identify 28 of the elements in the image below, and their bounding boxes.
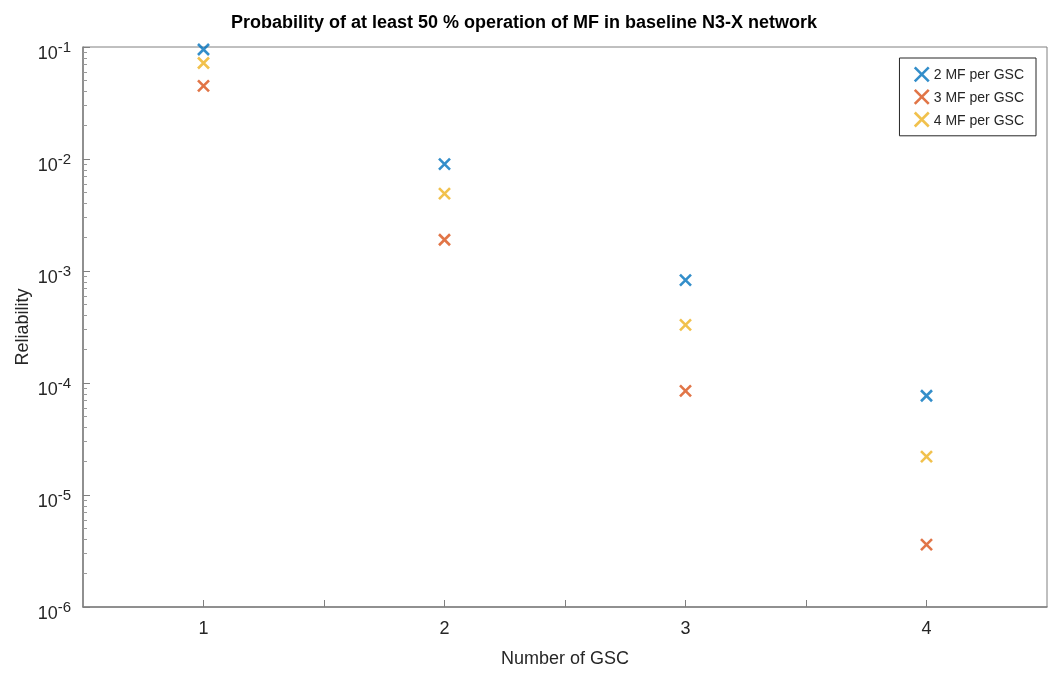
point xyxy=(678,384,693,398)
point xyxy=(437,186,452,201)
point xyxy=(437,157,452,171)
point xyxy=(919,449,934,464)
x-tick-label: 2 xyxy=(439,618,450,638)
y-tick-label: 10$^{-5}$ xyxy=(37,485,71,511)
point xyxy=(437,232,452,247)
point xyxy=(919,388,934,403)
y-axis-title: Reliability xyxy=(12,288,32,366)
y-tick-label: 10$^{-4}$ xyxy=(37,373,71,399)
x-tick-label: 3 xyxy=(680,618,691,638)
x-tick-label: 4 xyxy=(921,618,932,638)
y-tick-label: 10$^{-3}$ xyxy=(37,261,71,287)
x-axis-title: Number of GSC xyxy=(500,648,630,668)
legend-label: 2 MF per GSC xyxy=(933,66,1025,83)
y-tick-label: 10$^{-2}$ xyxy=(37,149,71,175)
point xyxy=(196,79,211,93)
y-tick-label: 10$^{-1}$ xyxy=(37,37,71,63)
point xyxy=(678,273,693,287)
legend-label: 3 MF per GSC xyxy=(933,88,1025,105)
chart-title: Probability of at least 50 % operation of MF in baseline N3-X network xyxy=(230,12,819,32)
point xyxy=(196,56,211,70)
y-tick-label: 10$^{-6}$ xyxy=(37,597,71,623)
point xyxy=(678,318,693,332)
x-tick-label: 1 xyxy=(198,618,209,638)
legend-label: 4 MF per GSC xyxy=(933,111,1025,128)
point xyxy=(919,537,934,552)
point xyxy=(196,42,211,57)
